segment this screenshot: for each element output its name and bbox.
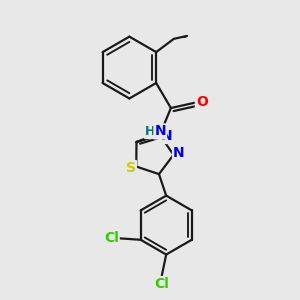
Text: N: N: [161, 129, 172, 143]
Text: O: O: [196, 95, 208, 109]
Text: Cl: Cl: [104, 231, 119, 245]
Text: N: N: [154, 124, 166, 138]
Text: S: S: [126, 161, 136, 175]
Text: Cl: Cl: [154, 277, 169, 291]
Text: N: N: [173, 146, 185, 160]
Text: —: —: [177, 32, 187, 42]
Text: H: H: [145, 125, 155, 138]
